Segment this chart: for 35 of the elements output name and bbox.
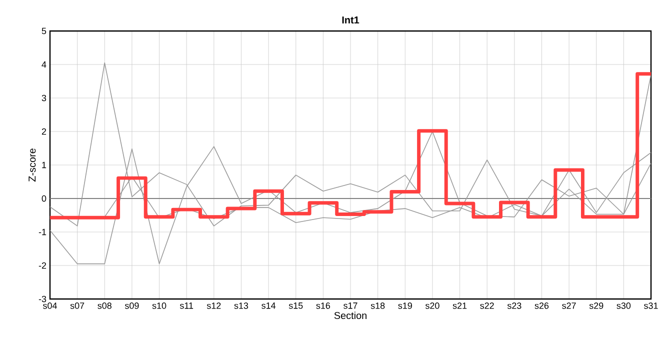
x-tick-label: s16 <box>316 302 330 309</box>
x-tick-label: s04 <box>43 302 57 309</box>
x-tick-label: s08 <box>98 302 112 309</box>
y-tick-label: -3 <box>38 296 46 302</box>
x-tick-label: s10 <box>152 302 166 309</box>
x-tick-label: s27 <box>562 302 576 309</box>
chart-title: Int1 <box>342 16 360 24</box>
x-axis-title: Section <box>334 312 366 320</box>
y-tick-label: 0 <box>42 195 46 202</box>
x-tick-label: s31 <box>644 302 658 309</box>
x-tick-label: s13 <box>234 302 248 309</box>
y-tick-label: 5 <box>42 28 46 34</box>
x-tick-label: s07 <box>70 302 84 309</box>
x-tick-label: s26 <box>534 302 549 309</box>
x-tick-label: s19 <box>398 302 412 309</box>
x-tick-label: s11 <box>180 302 194 309</box>
x-tick-label: s18 <box>370 302 385 309</box>
x-tick-label: s12 <box>206 302 221 309</box>
y-tick-label: -1 <box>38 228 46 236</box>
y-tick-label: -2 <box>38 262 46 269</box>
x-tick-label: s23 <box>507 302 522 309</box>
y-axis-title: Z-score <box>28 148 36 182</box>
x-tick-label: s20 <box>425 302 440 309</box>
x-tick-label: s15 <box>288 302 303 309</box>
y-tick-label: 4 <box>42 61 46 68</box>
x-tick-label: s14 <box>262 302 276 309</box>
x-tick-label: s17 <box>344 302 358 309</box>
x-tick-label: s22 <box>480 302 494 309</box>
x-tick-label: s30 <box>616 302 631 309</box>
y-tick-label: 2 <box>42 128 46 135</box>
x-tick-label: s09 <box>124 302 139 309</box>
y-tick-label: 3 <box>42 94 46 102</box>
x-tick-label: s29 <box>589 302 604 309</box>
y-tick-label: 1 <box>42 162 46 168</box>
x-tick-label: s21 <box>452 302 467 309</box>
